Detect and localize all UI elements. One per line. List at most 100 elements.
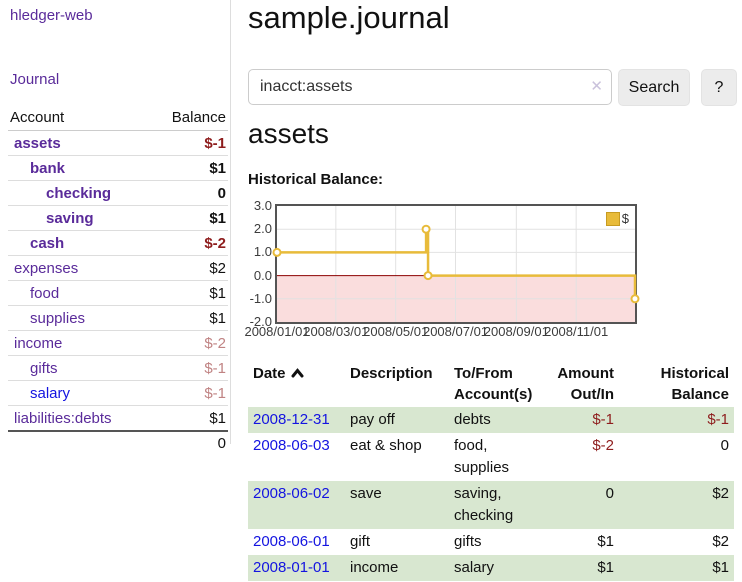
column-header-description: Description [350, 365, 433, 382]
search-input[interactable] [248, 69, 612, 105]
transaction-description: eat & shop [350, 437, 422, 454]
y-axis-tick-label: -1.0 [249, 290, 272, 306]
register-row: 2008-01-01 income salary $1 $1 [248, 555, 734, 581]
accounts-table-header: Account Balance [8, 108, 228, 131]
account-link-liabilities-debts[interactable]: liabilities:debts [14, 410, 112, 427]
chart-title: Historical Balance: [248, 171, 384, 188]
x-axis-tick-label: 2008/03/01 [303, 324, 369, 339]
account-balance: $-2 [204, 335, 226, 352]
date-header-label: Date [253, 365, 286, 382]
sidebar-account-row: cash $-2 [8, 231, 228, 256]
account-link-expenses[interactable]: expenses [14, 260, 79, 277]
transaction-description: gift [350, 533, 371, 550]
transaction-amount: $-1 [592, 411, 614, 428]
transaction-amount: 0 [605, 485, 614, 502]
transaction-date-link[interactable]: 2008-06-01 [253, 533, 330, 550]
transaction-amount: $-2 [592, 437, 614, 454]
transaction-description: save [350, 485, 382, 502]
sidebar-account-row: supplies $1 [8, 306, 228, 331]
sidebar-account-row: food $1 [8, 281, 228, 306]
account-balance: $2 [209, 260, 226, 277]
x-axis-tick-label: 2008/05/01 [363, 324, 429, 339]
register-row: 2008-06-01 gift gifts $1 $2 [248, 529, 734, 555]
account-link-assets[interactable]: assets [14, 135, 61, 152]
transaction-accounts: saving, checking [454, 485, 514, 524]
sidebar-account-row: bank $1 [8, 156, 228, 181]
column-header-accounts: To/From Account(s) [454, 365, 533, 403]
account-link-food[interactable]: food [30, 285, 60, 302]
clear-search-icon[interactable]: ✕ [590, 78, 603, 95]
y-axis-tick-label: 3.0 [253, 198, 272, 213]
accounts-table: Account Balance assets $-1 bank $1 checking 0… [8, 108, 228, 453]
app-title-link[interactable]: hledger-web [10, 7, 93, 24]
account-column-header: Account [10, 109, 65, 126]
transaction-description: income [350, 559, 399, 576]
account-link-income[interactable]: income [14, 335, 63, 352]
balance-chart: $ [272, 204, 640, 324]
sidebar-item-journal[interactable]: Journal [10, 71, 60, 88]
account-page-title: assets [248, 118, 329, 149]
account-balance: $-1 [204, 360, 226, 377]
account-link-bank[interactable]: bank [30, 160, 66, 177]
sidebar-account-row: gifts $-1 [8, 356, 228, 381]
sidebar-account-row: income $-2 [8, 331, 228, 356]
account-balance: 0 [217, 185, 226, 202]
transaction-accounts: food, supplies [454, 437, 510, 476]
account-balance: $-2 [204, 235, 226, 252]
account-balance: $1 [209, 410, 226, 427]
column-header-amount: Amount Out/In [557, 365, 614, 403]
register-header-row: Date Description To/From Account(s) Amou… [248, 362, 734, 407]
sidebar-account-row: checking 0 [8, 181, 228, 206]
account-balance: $1 [209, 160, 226, 177]
account-link-salary[interactable]: salary [30, 385, 71, 402]
page-title: sample.journal [248, 0, 450, 35]
account-link-gifts[interactable]: gifts [30, 360, 58, 377]
chart-legend: $ [603, 210, 631, 227]
transaction-date-link[interactable]: 2008-06-03 [253, 437, 330, 454]
sort-ascending-icon [291, 368, 304, 378]
transaction-date-link[interactable]: 2008-12-31 [253, 411, 330, 428]
y-axis-tick-label: 1.0 [253, 244, 272, 260]
register-row: 2008-12-31 pay off debts $-1 $-1 [248, 407, 734, 433]
register-table: Date Description To/From Account(s) Amou… [248, 362, 734, 581]
help-button[interactable]: ? [701, 69, 737, 106]
x-axis-tick-label: 2008/11/01 [544, 324, 609, 339]
balance-column-header: Balance [171, 109, 226, 126]
accounts-total-value: 0 [217, 435, 226, 452]
sidebar: hledger-web Journal Account Balance asse… [0, 0, 231, 452]
transaction-accounts: gifts [454, 533, 482, 550]
y-axis-tick-label: 2.0 [253, 221, 272, 237]
transaction-amount: $1 [597, 533, 614, 550]
account-rows: assets $-1 bank $1 checking 0 saving $1 cash $-2 e… [8, 131, 228, 430]
sidebar-account-row: liabilities:debts $1 [8, 406, 228, 430]
account-balance: $-1 [204, 135, 226, 152]
main-content: sample.journal ✕ Search ? assets Histori… [244, 0, 742, 582]
transaction-balance: $2 [712, 533, 729, 550]
account-link-checking[interactable]: checking [46, 185, 112, 202]
register-row: 2008-06-02 save saving, checking 0 $2 [248, 481, 734, 529]
transaction-accounts: debts [454, 411, 491, 428]
sidebar-account-row: assets $-1 [8, 131, 228, 156]
transaction-balance: $-1 [707, 411, 729, 428]
transaction-balance: 0 [720, 437, 729, 454]
account-link-supplies[interactable]: supplies [30, 310, 86, 327]
column-header-date[interactable]: Date [248, 362, 345, 407]
account-link-saving[interactable]: saving [46, 210, 94, 227]
account-balance: $1 [209, 310, 226, 327]
account-link-cash[interactable]: cash [30, 235, 65, 252]
x-axis-tick-label: 2008/07/01 [422, 324, 489, 339]
transaction-accounts: salary [454, 559, 495, 576]
column-header-balance: Historical Balance [660, 365, 729, 403]
sidebar-account-row: salary $-1 [8, 381, 228, 406]
transaction-date-link[interactable]: 2008-01-01 [253, 559, 330, 576]
transaction-date-link[interactable]: 2008-06-02 [253, 485, 330, 502]
sidebar-account-row: expenses $2 [8, 256, 228, 281]
transaction-balance: $2 [712, 485, 729, 502]
accounts-total-row: 0 [8, 430, 228, 453]
legend-label: $ [621, 211, 629, 226]
search-button[interactable]: Search [618, 69, 690, 106]
x-axis-tick-label: 2008/01/01 [244, 324, 310, 339]
legend-swatch-icon [605, 211, 620, 226]
transaction-description: pay off [350, 411, 395, 428]
search-box: ✕ [248, 69, 612, 105]
